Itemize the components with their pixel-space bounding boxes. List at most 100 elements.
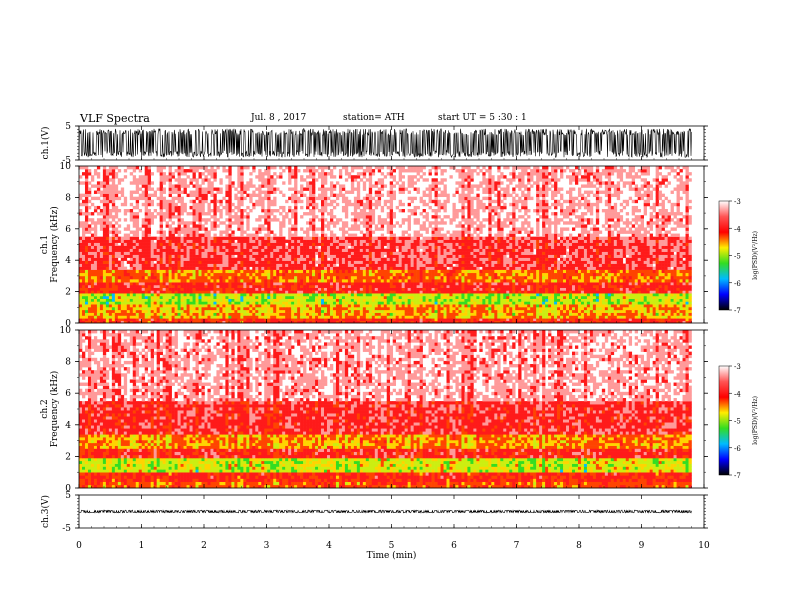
ch1-spectrogram-panel-cell <box>300 258 303 261</box>
ch1-spectrogram-panel-cell <box>345 258 348 261</box>
ch1-spectrogram-panel-cell <box>333 267 336 270</box>
ch1-spectrogram-panel-cell <box>423 285 426 288</box>
ch1-spectrogram-panel-cell <box>172 255 175 258</box>
ch1-spectrogram-panel-cell <box>563 307 566 310</box>
ch1-spectrogram-panel-cell <box>130 264 133 267</box>
ch1-spectrogram-panel-cell <box>689 267 692 270</box>
ch1-spectrogram-panel-cell <box>246 299 249 302</box>
ch1-spectrogram-panel-cell <box>103 299 106 302</box>
ch1-spectrogram-panel-cell <box>166 304 169 307</box>
ch1-spectrogram-panel-cell <box>261 290 264 293</box>
ch1-spectrogram-panel-cell <box>348 318 351 321</box>
ch1-spectrogram-panel-cell <box>243 313 246 316</box>
ch1-spectrogram-panel-cell <box>671 293 674 296</box>
ch1-spectrogram-panel-cell <box>402 310 405 313</box>
ch1-spectrogram-panel-cell <box>187 307 190 310</box>
ch1-spectrogram-panel-cell <box>136 282 139 285</box>
ch1-spectrogram-panel-cell <box>249 304 252 307</box>
ch1-spectrogram-panel-cell <box>303 293 306 296</box>
ch1-spectrogram-panel-cell <box>482 273 485 276</box>
ch1-spectrogram-panel-cell <box>357 304 360 307</box>
ch1-spectrogram-panel-cell <box>650 261 653 264</box>
ch1-spectrogram-panel-cell <box>136 318 139 321</box>
ch1-spectrogram-panel-cell <box>79 304 82 307</box>
ch1-spectrogram-panel-cell <box>136 270 139 273</box>
ch1-spectrogram-panel-cell <box>417 307 420 310</box>
ch1-spectrogram-panel-cell <box>659 313 662 316</box>
ch1-spectrogram-panel-cell <box>375 255 378 258</box>
ch1-spectrogram-panel-cell <box>662 261 665 264</box>
ch1-spectrogram-panel-cell <box>145 258 148 261</box>
ch1-spectrogram-panel-cell <box>109 318 112 321</box>
ch1-spectrogram-panel-cell <box>593 318 596 321</box>
ch1-spectrogram-panel-cell <box>106 296 109 299</box>
ch1-spectrogram-panel-cell <box>225 304 228 307</box>
ch1-spectrogram-panel-cell <box>342 273 345 276</box>
ch1-spectrogram-panel-cell <box>491 293 494 296</box>
ch1-spectrogram-panel-cell <box>617 307 620 310</box>
ch1-spectrogram-panel-cell <box>264 299 267 302</box>
ch1-spectrogram-panel-cell <box>429 276 432 279</box>
ch1-spectrogram-panel-cell <box>429 258 432 261</box>
ch1-spectrogram-panel-cell <box>336 307 339 310</box>
ch1-spectrogram-panel-cell <box>85 296 88 299</box>
ch1-spectrogram-panel-cell <box>578 270 581 273</box>
ch1-spectrogram-panel-cell <box>444 310 447 313</box>
ch1-spectrogram-panel-cell <box>614 293 617 296</box>
ch1-spectrogram-panel-cell <box>375 315 378 318</box>
ch1-spectrogram-panel-cell <box>414 290 417 293</box>
ch1-spectrogram-panel-cell <box>548 290 551 293</box>
ch1-spectrogram-panel-cell <box>213 301 216 304</box>
ch1-spectrogram-panel-cell <box>321 288 324 291</box>
ch1-spectrogram-panel-cell <box>548 299 551 302</box>
ch1-spectrogram-panel-cell <box>420 304 423 307</box>
ch1-spectrogram-panel-cell <box>243 290 246 293</box>
ch1-spectrogram-panel-cell <box>79 310 82 313</box>
ch1-spectrogram-panel-cell <box>363 304 366 307</box>
ch1-spectrogram-panel-cell <box>518 315 521 318</box>
ch1-spectrogram-panel-cell <box>644 307 647 310</box>
ch1-spectrogram-panel-cell <box>411 313 414 316</box>
ch1-spectrogram-panel-cell <box>602 273 605 276</box>
ch1-spectrogram-panel-cell <box>381 299 384 302</box>
ch1-spectrogram-panel-cell <box>190 279 193 282</box>
ch1-spectrogram-panel-cell <box>611 304 614 307</box>
ch1-spectrogram-panel-cell <box>587 264 590 267</box>
ch1-spectrogram-panel-cell <box>393 264 396 267</box>
ch1-spectrogram-panel-cell <box>88 261 91 264</box>
ch1-spectrogram-panel-cell <box>372 299 375 302</box>
ch1-spectrogram-panel-cell <box>118 318 121 321</box>
ch1-spectrogram-panel-cell <box>521 315 524 318</box>
ch1-spectrogram-panel-cell <box>396 301 399 304</box>
ch1-spectrogram-panel-cell <box>414 282 417 285</box>
ch1-spectrogram-panel-cell <box>273 315 276 318</box>
ch1-spectrogram-panel-cell <box>103 307 106 310</box>
ch1-spectrogram-panel-cell <box>184 293 187 296</box>
ch1-spectrogram-panel-cell <box>190 296 193 299</box>
ch1-spectrogram-panel-cell <box>444 267 447 270</box>
ch1-spectrogram-panel-cell <box>178 304 181 307</box>
ch1-spectrogram-panel-cell <box>210 285 213 288</box>
ch1-spectrogram-panel-cell <box>157 299 160 302</box>
ch1-spectrogram-panel-cell <box>467 258 470 261</box>
ch1-spectrogram-panel-cell <box>321 296 324 299</box>
ch1-spectrogram-panel-cell <box>387 267 390 270</box>
ch1-spectrogram-panel-cell <box>578 279 581 282</box>
ch1-spectrogram-panel-cell <box>324 282 327 285</box>
ch1-spectrogram-panel-cell <box>97 276 100 279</box>
ch1-spectrogram-panel-cell <box>136 313 139 316</box>
ch1-spectrogram-panel-cell <box>536 290 539 293</box>
ch1-spectrogram-panel-cell <box>438 264 441 267</box>
ch1-spectrogram-panel-cell <box>121 293 124 296</box>
ch1-spectrogram-panel-cell <box>473 273 476 276</box>
ch1-spectrogram-panel-cell <box>321 270 324 273</box>
ch1-spectrogram-panel-cell <box>121 273 124 276</box>
ch1-spectrogram-panel-cell <box>166 310 169 313</box>
ch1-spectrogram-panel-cell <box>91 290 94 293</box>
ch1-spectrogram-panel-cell <box>650 279 653 282</box>
ch1-spectrogram-panel-cell <box>602 318 605 321</box>
ch1-spectrogram-panel-cell <box>653 313 656 316</box>
ch1-spectrogram-panel-cell <box>309 279 312 282</box>
ch1-spectrogram-panel-cell <box>587 307 590 310</box>
ch1-spectrogram-panel-cell <box>267 293 270 296</box>
